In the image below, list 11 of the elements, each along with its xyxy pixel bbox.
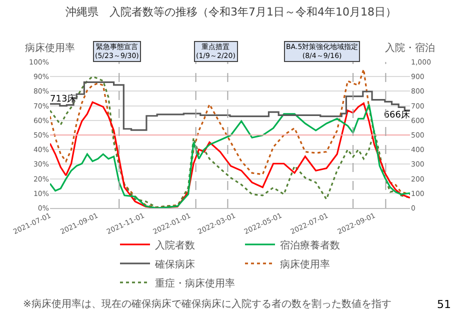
legend-label: 宿泊療養者数 <box>280 239 340 252</box>
legend-label: 入院者数 <box>155 239 195 252</box>
text: 51 <box>437 298 451 311</box>
legend-label: 重症・病床使用率 <box>155 277 235 290</box>
text: ※病床使用率は、現在の確保病床で確保病床に入院する者の数を割った数値を指す <box>23 298 392 310</box>
y2-axis-title: 入院・宿泊 <box>385 42 435 54</box>
legend-label: 病床使用率 <box>280 258 330 270</box>
legend-label: 確保病床 <box>154 258 195 270</box>
chart-title: 沖縄県 入院者数等の推移（令和3年7月1日～令和4年10月18日） <box>66 6 396 19</box>
y-axis-title: 病床使用率 <box>25 42 75 54</box>
data-label: 666床 <box>384 110 410 121</box>
